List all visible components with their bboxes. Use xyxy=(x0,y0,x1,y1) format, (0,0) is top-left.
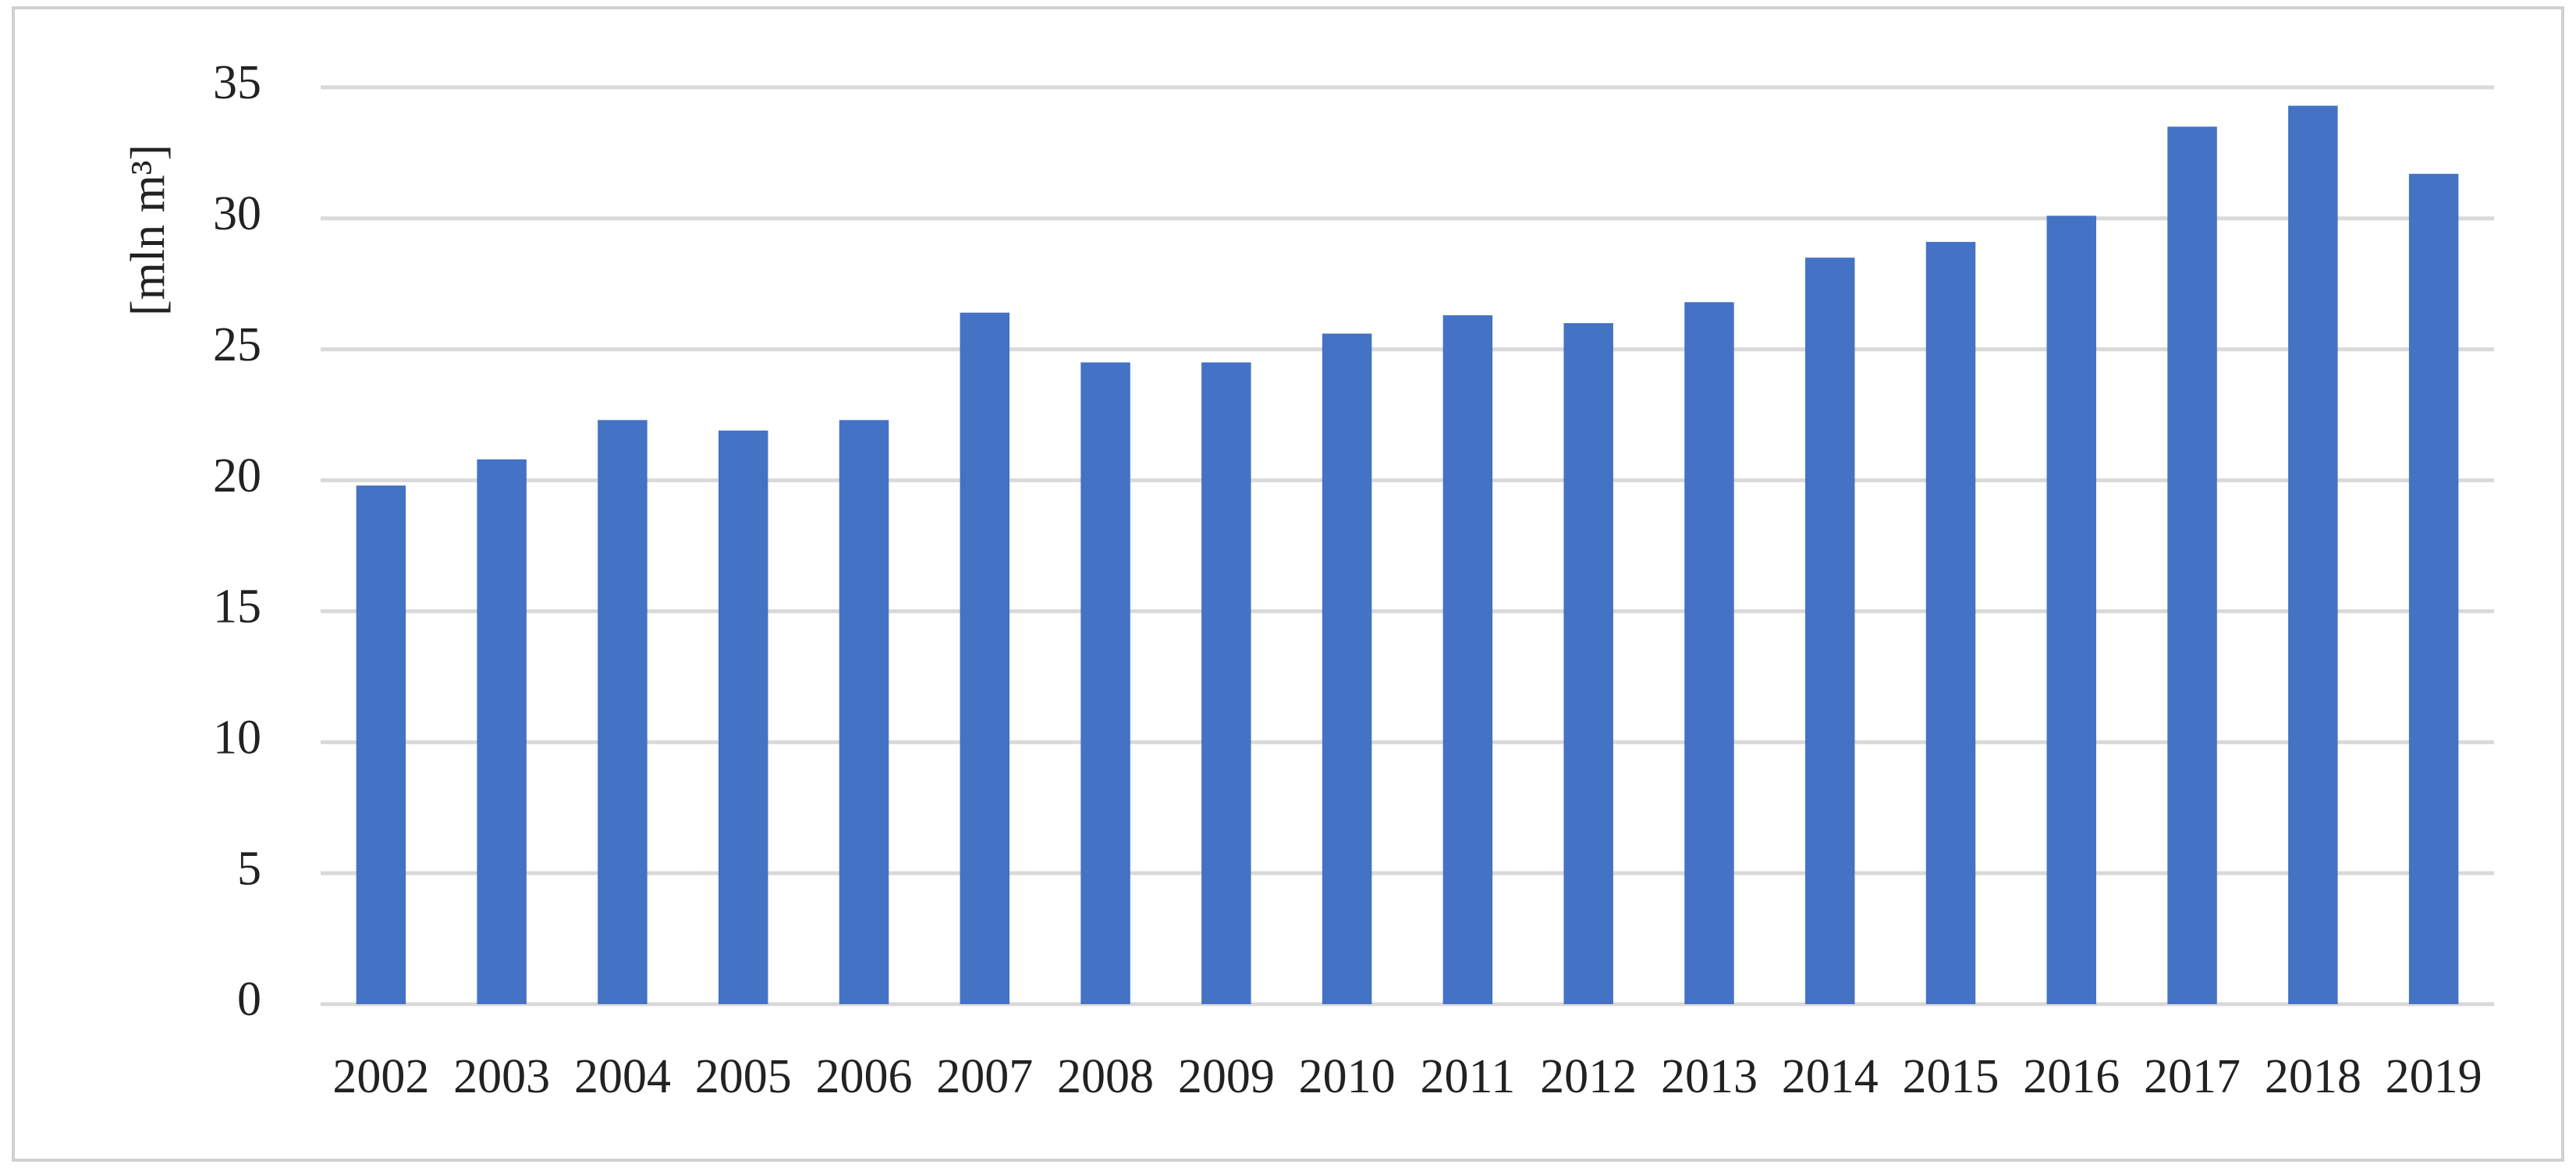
y-tick-label: 5 xyxy=(237,842,261,895)
y-tick-label: 25 xyxy=(213,318,261,371)
x-tick-label: 2003 xyxy=(453,1050,550,1103)
bar xyxy=(1080,362,1130,1004)
x-tick-label: 2002 xyxy=(332,1050,429,1103)
x-tick-label: 2005 xyxy=(695,1050,792,1103)
bar xyxy=(477,459,527,1004)
bar xyxy=(1322,333,1372,1005)
bar xyxy=(2408,173,2459,1004)
x-tick-label: 2010 xyxy=(1299,1050,1396,1103)
y-tick-label: 0 xyxy=(237,973,261,1026)
bar xyxy=(1201,362,1251,1004)
y-tick-label: 20 xyxy=(213,449,261,502)
bar xyxy=(1442,315,1493,1005)
bar xyxy=(598,420,648,1004)
x-tick-label: 2017 xyxy=(2144,1050,2241,1103)
x-tick-label: 2008 xyxy=(1057,1050,1154,1103)
bar xyxy=(2288,105,2338,1004)
x-tick-label: 2018 xyxy=(2265,1050,2361,1103)
y-tick-label: 35 xyxy=(213,56,261,109)
x-tick-label: 2011 xyxy=(1421,1050,1516,1103)
x-tick-label: 2019 xyxy=(2386,1050,2482,1103)
x-tick-label: 2012 xyxy=(1540,1050,1637,1103)
x-tick-label: 2007 xyxy=(936,1050,1033,1103)
y-tick-label: 10 xyxy=(213,712,261,765)
y-tick-label: 15 xyxy=(213,580,261,634)
x-tick-label: 2016 xyxy=(2023,1050,2120,1103)
x-tick-label: 2006 xyxy=(816,1050,913,1103)
bar xyxy=(1925,242,1976,1005)
bar xyxy=(1563,323,1613,1005)
bar xyxy=(2046,215,2097,1004)
bar xyxy=(960,312,1010,1004)
y-axis-label: [mln m³] xyxy=(122,144,175,316)
chart-border xyxy=(12,6,2564,1162)
x-tick-label: 2004 xyxy=(574,1050,671,1103)
y-tick-label: 30 xyxy=(213,187,261,240)
bar xyxy=(718,430,768,1004)
x-tick-label: 2014 xyxy=(1782,1050,1879,1103)
x-tick-label: 2013 xyxy=(1661,1050,1758,1103)
bar xyxy=(1684,302,1734,1004)
x-tick-label: 2015 xyxy=(1903,1050,1999,1103)
bar xyxy=(1804,257,1855,1004)
bar xyxy=(839,420,889,1004)
bar xyxy=(2167,126,2217,1004)
bar xyxy=(356,485,406,1004)
x-tick-label: 2009 xyxy=(1178,1050,1275,1103)
